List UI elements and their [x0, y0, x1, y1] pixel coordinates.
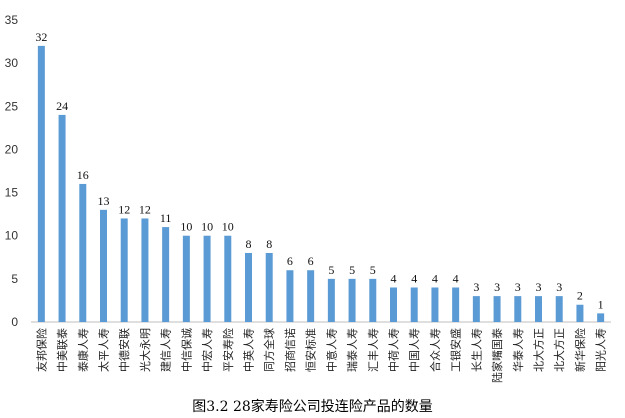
data-label: 10 — [201, 220, 213, 234]
data-label: 32 — [35, 30, 47, 44]
data-label: 10 — [222, 220, 234, 234]
data-label: 4 — [391, 271, 397, 285]
y-tick-label: 0 — [11, 315, 18, 329]
category-label: 华泰人寿 — [511, 328, 525, 372]
bar — [245, 252, 252, 322]
bar — [224, 235, 232, 322]
data-label: 8 — [246, 237, 252, 251]
bar — [452, 287, 460, 322]
category-label: 恒安标准 — [304, 328, 318, 372]
data-label: 2 — [577, 289, 583, 303]
bar — [37, 45, 45, 323]
y-tick-label: 35 — [5, 13, 19, 27]
bar — [555, 296, 563, 322]
y-tick-label: 30 — [5, 56, 19, 70]
category-label: 陆家嘴国泰 — [490, 328, 504, 383]
category-label: 中国人寿 — [407, 328, 421, 372]
data-label: 24 — [56, 99, 68, 113]
bar — [369, 278, 377, 322]
y-tick-label: 5 — [11, 272, 18, 286]
y-tick-label: 15 — [5, 186, 19, 200]
data-label: 10 — [180, 220, 192, 234]
bar — [79, 183, 87, 322]
category-label: 光大永明 — [138, 328, 152, 372]
data-label: 13 — [98, 194, 110, 208]
category-label: 建信人寿 — [159, 328, 173, 372]
data-label: 3 — [556, 280, 562, 294]
data-label: 4 — [453, 271, 459, 285]
chart-caption: 图3.2 28家寿险公司投连险产品的数量 — [192, 399, 433, 415]
category-label: 同方全球 — [262, 328, 276, 372]
category-label: 平安寿险 — [221, 328, 235, 372]
category-label: 中荷人寿 — [387, 328, 401, 372]
bar — [410, 287, 418, 322]
category-label: 北大方正 — [532, 328, 546, 372]
category-label: 中宏人寿 — [200, 328, 214, 372]
data-label: 5 — [349, 263, 355, 277]
data-label: 8 — [266, 237, 272, 251]
bar — [162, 227, 170, 322]
category-label: 中美联泰 — [55, 328, 69, 372]
category-label: 工银安盛 — [449, 328, 463, 372]
data-label: 6 — [287, 254, 293, 268]
category-label: 中德安联 — [117, 328, 131, 372]
data-label: 5 — [370, 263, 376, 277]
bar — [390, 287, 397, 322]
bar — [120, 218, 128, 322]
category-label: 招商信诺 — [283, 328, 297, 372]
category-label: 太平人寿 — [97, 328, 111, 372]
category-label: 泰康人寿 — [76, 328, 90, 372]
data-label: 5 — [328, 263, 334, 277]
bar — [182, 235, 190, 322]
category-label: 长生人寿 — [469, 328, 483, 372]
bar — [307, 270, 315, 322]
bar — [327, 278, 335, 322]
data-label: 4 — [411, 271, 417, 285]
bar — [535, 296, 542, 322]
bar — [286, 270, 294, 322]
data-label: 3 — [536, 280, 542, 294]
category-label: 新华保险 — [573, 328, 587, 372]
bar — [431, 287, 439, 322]
data-label: 16 — [77, 168, 89, 182]
data-label: 12 — [139, 202, 151, 216]
category-label: 合众人寿 — [428, 328, 442, 372]
data-label: 12 — [118, 202, 130, 216]
bar — [597, 313, 605, 322]
bar — [203, 235, 211, 322]
bar — [100, 209, 107, 322]
data-label: 6 — [308, 254, 314, 268]
category-label: 阳光人寿 — [594, 328, 608, 372]
bar — [348, 278, 356, 322]
bar — [265, 252, 273, 322]
data-label: 3 — [494, 280, 500, 294]
bar — [141, 218, 149, 322]
bar — [514, 296, 522, 322]
y-tick-label: 25 — [5, 99, 19, 113]
bar — [576, 304, 584, 322]
data-label: 1 — [598, 297, 604, 311]
category-label: 北大方正 — [552, 328, 566, 372]
bar — [58, 114, 66, 323]
y-tick-label: 20 — [5, 142, 19, 156]
bar — [472, 296, 480, 322]
y-tick-label: 10 — [5, 229, 19, 243]
category-label: 汇丰人寿 — [366, 328, 380, 372]
data-label: 4 — [432, 271, 438, 285]
category-label: 中英人寿 — [242, 328, 256, 372]
data-label: 3 — [515, 280, 521, 294]
bar — [493, 296, 501, 322]
category-label: 瑞泰人寿 — [345, 328, 359, 372]
category-label: 友邦保险 — [34, 328, 48, 372]
data-label: 3 — [473, 280, 479, 294]
category-label: 中意人寿 — [324, 328, 338, 372]
data-label: 11 — [160, 211, 172, 225]
category-label: 中信保诚 — [179, 328, 193, 372]
